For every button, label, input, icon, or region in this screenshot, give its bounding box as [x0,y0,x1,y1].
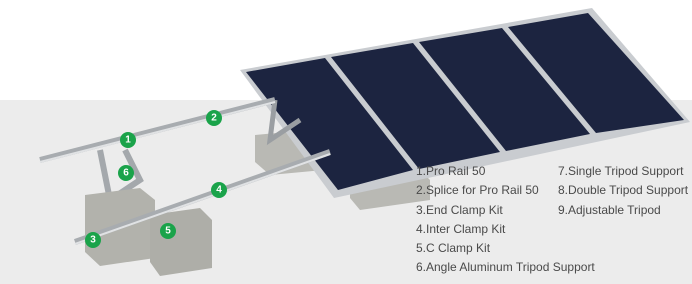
legend-item: 1.Pro Rail 50 [416,164,486,178]
product-diagram: 1 2 3 4 5 6 1.Pro Rail 50 2.Splice for P… [0,0,692,284]
legend-item: 2.Splice for Pro Rail 50 [416,183,539,197]
callout-number: 5 [165,226,171,237]
legend-item: 6.Angle Aluminum Tripod Support [416,260,595,274]
legend-item: 8.Double Tripod Support [558,183,689,197]
callout-number: 6 [123,168,129,179]
callout-number: 1 [125,135,131,146]
legend-item: 5.C Clamp Kit [416,241,491,255]
legend-item: 4.Inter Clamp Kit [416,222,506,236]
legend-item: 7.Single Tripod Support [558,164,684,178]
legend-item: 9.Adjustable Tripod [558,203,661,217]
callout-number: 2 [211,113,217,124]
concrete-block [150,208,212,276]
legend-item: 3.End Clamp Kit [416,203,503,217]
callout-number: 3 [90,235,96,246]
callout-number: 4 [216,185,222,196]
